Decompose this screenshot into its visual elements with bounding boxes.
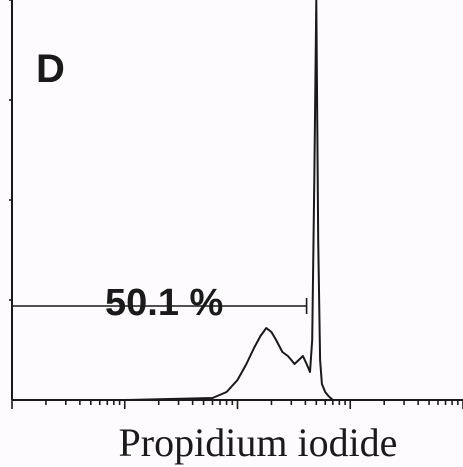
histogram-series: [12, 0, 463, 401]
gate-percentage-label: 50.1 %: [105, 282, 223, 324]
gate-marker: [12, 298, 308, 314]
x-axis-label: Propidium iodide: [119, 420, 398, 465]
y-axis-ticks: [9, 0, 12, 301]
panel-label: D: [36, 47, 65, 91]
histogram-line: [12, 0, 463, 401]
